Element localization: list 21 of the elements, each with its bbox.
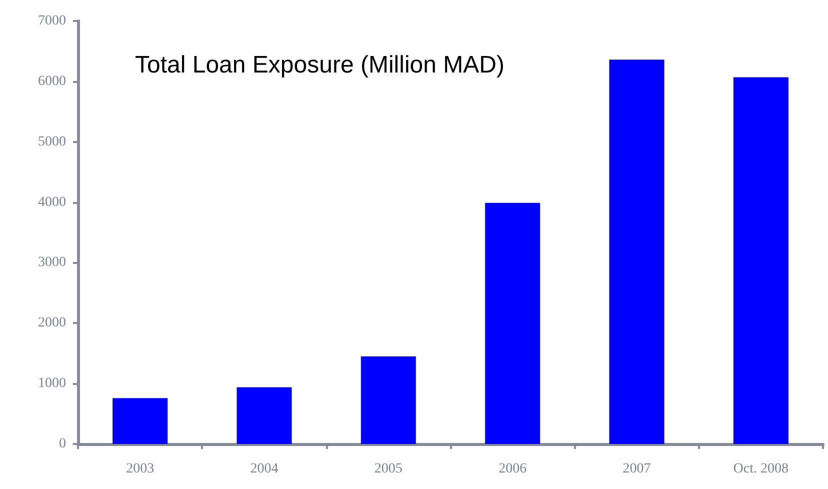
x-tick-label: 2007	[622, 462, 651, 476]
x-tick-label: 2003	[126, 462, 154, 476]
y-tick-label: 4000	[38, 194, 66, 210]
x-tick-label: 2006	[498, 462, 527, 476]
x-tick-label: Oct. 2008	[733, 462, 789, 476]
y-tick-label: 1000	[38, 376, 66, 392]
y-tick-label: 5000	[38, 134, 66, 150]
x-tick-label: 2004	[250, 462, 278, 476]
y-tick-label: 6000	[38, 74, 66, 89]
bar	[485, 202, 540, 444]
y-tick-label: 7000	[38, 14, 66, 28]
bar	[360, 356, 416, 444]
y-tick-label: 2000	[38, 316, 66, 331]
y-tick-label: 3000	[38, 255, 66, 270]
bar	[733, 77, 788, 444]
bar	[609, 60, 664, 444]
bar	[112, 398, 168, 444]
bar	[236, 387, 292, 444]
x-tick-label: 2005	[374, 462, 402, 476]
y-tick-label: 0	[59, 436, 66, 452]
text: Total Loan Exposure (Million MAD)	[135, 52, 504, 78]
